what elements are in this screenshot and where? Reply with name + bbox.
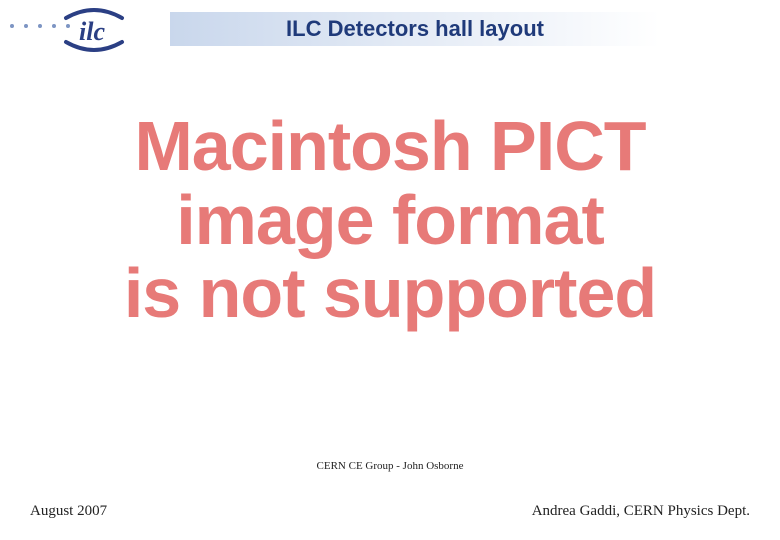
main-message-line: is not supported	[20, 257, 760, 331]
slide-title: ILC Detectors hall layout	[286, 16, 544, 42]
dot-icon	[10, 24, 14, 28]
title-bar: ILC Detectors hall layout	[170, 12, 660, 46]
main-message: Macintosh PICTimage formatis not support…	[20, 110, 760, 331]
footer-author: Andrea Gaddi, CERN Physics Dept.	[532, 503, 750, 520]
main-message-line: Macintosh PICT	[20, 110, 760, 184]
ilc-logo: ilc	[58, 4, 130, 56]
footer-date: August 2007	[30, 503, 107, 520]
slide: ilc ILC Detectors hall layout Macintosh …	[0, 0, 780, 540]
dot-icon	[24, 24, 28, 28]
dot-icon	[38, 24, 42, 28]
image-credit: CERN CE Group - John Osborne	[0, 460, 780, 472]
main-message-line: image format	[20, 184, 760, 258]
logo-text: ilc	[79, 17, 105, 46]
dot-icon	[52, 24, 56, 28]
